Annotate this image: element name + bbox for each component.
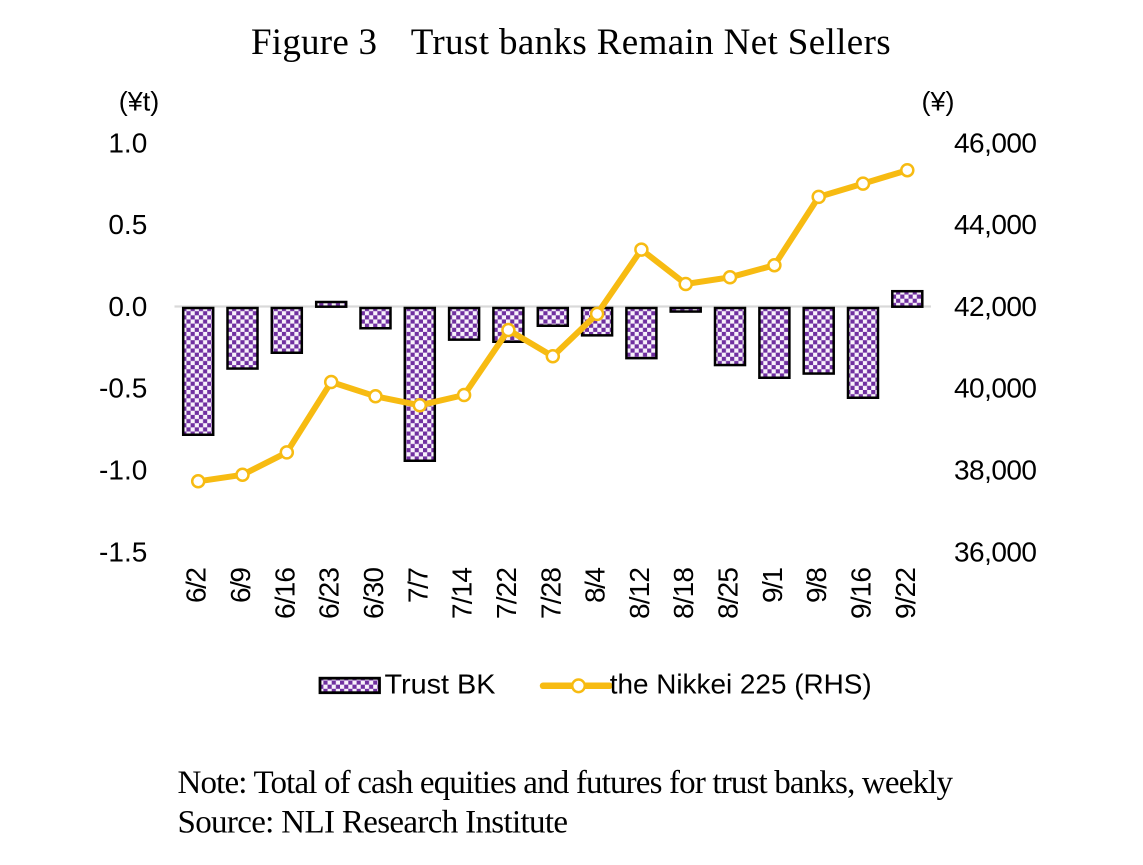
svg-text:7/14: 7/14 xyxy=(447,567,478,619)
svg-text:Source: NLI Research Institute: Source: NLI Research Institute xyxy=(178,805,569,841)
svg-text:7/22: 7/22 xyxy=(491,567,522,619)
svg-text:9/22: 9/22 xyxy=(890,567,921,619)
svg-text:(¥t): (¥t) xyxy=(119,87,160,117)
svg-text:1.0: 1.0 xyxy=(108,127,147,158)
svg-text:-1.5: -1.5 xyxy=(99,536,147,567)
svg-text:38,000: 38,000 xyxy=(954,455,1037,486)
svg-text:0.0: 0.0 xyxy=(108,291,147,322)
svg-text:8/12: 8/12 xyxy=(624,567,655,619)
svg-text:6/16: 6/16 xyxy=(269,567,300,619)
svg-text:46,000: 46,000 xyxy=(954,127,1037,158)
svg-text:36,000: 36,000 xyxy=(954,536,1037,567)
svg-text:7/7: 7/7 xyxy=(402,567,433,603)
svg-text:the Nikkei 225 (RHS): the Nikkei 225 (RHS) xyxy=(610,669,872,700)
svg-text:9/16: 9/16 xyxy=(846,567,877,619)
svg-text:-0.5: -0.5 xyxy=(99,373,147,404)
svg-text:8/18: 8/18 xyxy=(668,567,699,619)
svg-text:40,000: 40,000 xyxy=(954,373,1037,404)
svg-text:9/1: 9/1 xyxy=(757,567,788,603)
svg-text:Note: Total of cash equities a: Note: Total of cash equities and futures… xyxy=(178,765,954,801)
svg-text:6/23: 6/23 xyxy=(314,567,345,619)
svg-text:9/8: 9/8 xyxy=(801,567,832,603)
svg-text:8/25: 8/25 xyxy=(713,567,744,619)
svg-text:-1.0: -1.0 xyxy=(99,455,147,486)
svg-text:44,000: 44,000 xyxy=(954,209,1037,240)
svg-text:6/2: 6/2 xyxy=(181,567,212,603)
svg-text:42,000: 42,000 xyxy=(954,291,1037,322)
svg-text:6/30: 6/30 xyxy=(358,567,389,619)
svg-text:(¥): (¥) xyxy=(922,87,955,117)
svg-text:7/28: 7/28 xyxy=(535,567,566,619)
svg-text:Figure 3: Figure 3 xyxy=(251,22,377,63)
svg-text:Trust BK: Trust BK xyxy=(385,669,496,700)
svg-text:6/9: 6/9 xyxy=(225,567,256,603)
svg-text:Trust banks Remain Net Sellers: Trust banks Remain Net Sellers xyxy=(411,22,891,63)
svg-text:8/4: 8/4 xyxy=(580,567,611,603)
svg-text:0.5: 0.5 xyxy=(108,209,147,240)
